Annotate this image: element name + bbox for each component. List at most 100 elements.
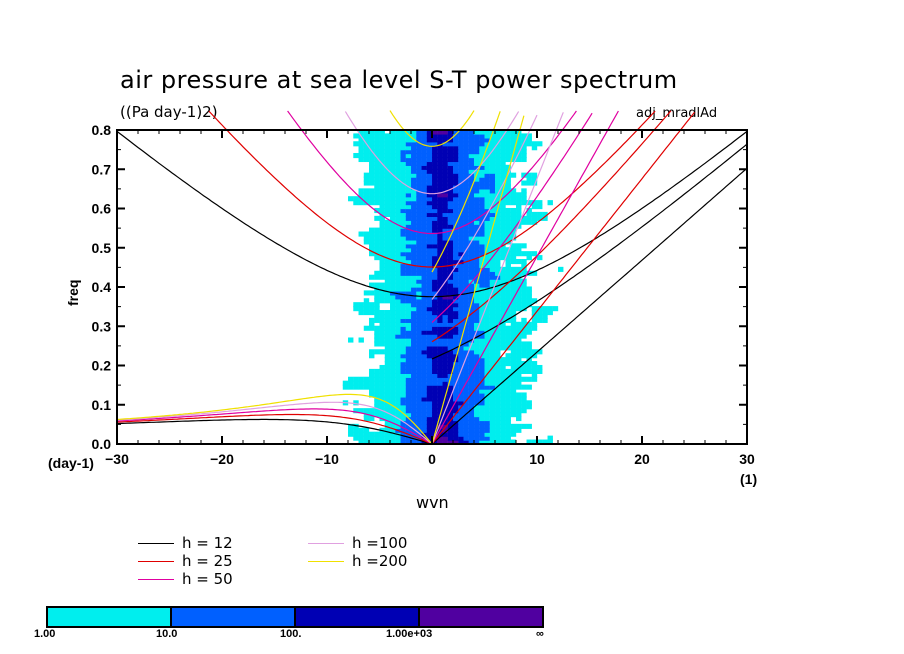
spectrum-cell	[458, 286, 464, 292]
spectrum-cell	[426, 211, 433, 217]
spectrum-cell	[369, 306, 375, 312]
spectrum-cell	[526, 321, 532, 327]
spectrum-cell	[442, 415, 448, 422]
spectrum-cell	[405, 168, 412, 174]
spectrum-cell	[521, 376, 527, 382]
spectrum-cell	[479, 290, 485, 296]
spectrum-cell	[369, 372, 375, 378]
spectrum-cell	[411, 310, 417, 316]
spectrum-cell	[432, 400, 438, 406]
spectrum-cell	[453, 368, 459, 374]
spectrum-cell	[447, 231, 454, 237]
spectrum-cell	[390, 235, 396, 241]
spectrum-cell	[395, 262, 401, 269]
spectrum-cell	[405, 404, 412, 410]
spectrum-cell	[379, 153, 385, 159]
spectrum-cell	[453, 439, 459, 445]
spectrum-cell	[516, 215, 522, 221]
spectrum-cell	[447, 274, 454, 280]
spectrum-cell	[495, 145, 501, 151]
spectrum-cell	[458, 204, 464, 210]
spectrum-cell	[400, 243, 406, 249]
spectrum-cell	[500, 341, 506, 347]
spectrum-cell	[405, 172, 412, 178]
spectrum-cell	[468, 431, 475, 437]
spectrum-cell	[400, 176, 406, 182]
spectrum-cell	[458, 310, 464, 316]
spectrum-cell	[390, 207, 396, 214]
spectrum-cell	[521, 180, 527, 186]
spectrum-cell	[516, 266, 522, 272]
spectrum-cell	[442, 412, 448, 418]
spectrum-cell	[437, 337, 443, 343]
spectrum-cell	[500, 227, 506, 233]
spectrum-cell	[484, 329, 490, 335]
spectrum-cell	[395, 215, 401, 221]
spectrum-cell	[411, 149, 417, 155]
spectrum-cell	[437, 349, 443, 355]
spectrum-cell	[447, 247, 454, 253]
spectrum-cell	[479, 231, 485, 237]
spectrum-cell	[489, 200, 496, 206]
spectrum-cell	[484, 408, 490, 414]
spectrum-cell	[421, 141, 427, 147]
spectrum-cell	[400, 431, 406, 437]
dispersion-curves	[116, 110, 748, 445]
spectrum-cell	[363, 133, 370, 139]
spectrum-cell	[505, 251, 511, 257]
spectrum-cell	[526, 384, 532, 390]
spectrum-cell	[463, 333, 469, 339]
spectrum-cell	[489, 153, 496, 159]
spectrum-cell	[379, 196, 385, 202]
spectrum-cell	[421, 404, 427, 410]
spectrum-cell	[537, 215, 543, 221]
spectrum-cell	[437, 145, 443, 151]
spectrum-cell	[421, 211, 427, 217]
spectrum-cell	[432, 423, 438, 429]
spectrum-cell	[510, 376, 517, 382]
spectrum-cell	[437, 204, 443, 210]
spectrum-cell	[484, 376, 490, 382]
spectrum-cell	[363, 439, 370, 445]
legend-label: h = 12	[182, 534, 233, 552]
spectrum-cell	[521, 141, 527, 147]
spectrum-cell	[463, 270, 469, 276]
spectrum-cell	[421, 156, 427, 163]
spectrum-cell	[405, 333, 412, 339]
spectrum-cell	[468, 427, 475, 433]
spectrum-cell	[537, 310, 543, 316]
spectrum-cell	[526, 400, 532, 406]
spectrum-cell	[411, 219, 417, 225]
spectrum-cell	[516, 404, 522, 410]
spectrum-cell	[489, 313, 496, 320]
spectrum-cell	[437, 384, 443, 390]
spectrum-cell	[521, 172, 527, 178]
spectrum-cell	[426, 200, 433, 206]
spectrum-cell	[505, 404, 511, 410]
spectrum-cell	[411, 266, 417, 272]
spectrum-cell	[458, 427, 464, 433]
spectrum-cell	[479, 204, 485, 210]
spectrum-cell	[390, 188, 396, 194]
spectrum-cell	[379, 372, 385, 378]
spectrum-cell	[516, 200, 522, 206]
x-unit-label: (1)	[740, 471, 757, 487]
spectrum-cell	[395, 435, 401, 441]
spectrum-cell	[442, 255, 448, 261]
spectrum-cell	[426, 364, 433, 371]
spectrum-cell	[479, 306, 485, 312]
spectrum-cell	[474, 164, 480, 170]
spectrum-cell	[384, 207, 391, 214]
spectrum-cell	[458, 251, 464, 257]
spectrum-cell	[505, 176, 511, 182]
spectrum-cell	[405, 204, 412, 210]
spectrum-cell	[447, 215, 454, 221]
spectrum-cell	[369, 133, 375, 139]
spectrum-cell	[437, 274, 443, 280]
spectrum-cell	[453, 176, 459, 182]
spectrum-cell	[416, 192, 422, 198]
spectrum-cell	[484, 400, 490, 406]
spectrum-cell	[432, 380, 438, 386]
spectrum-cell	[495, 310, 501, 316]
